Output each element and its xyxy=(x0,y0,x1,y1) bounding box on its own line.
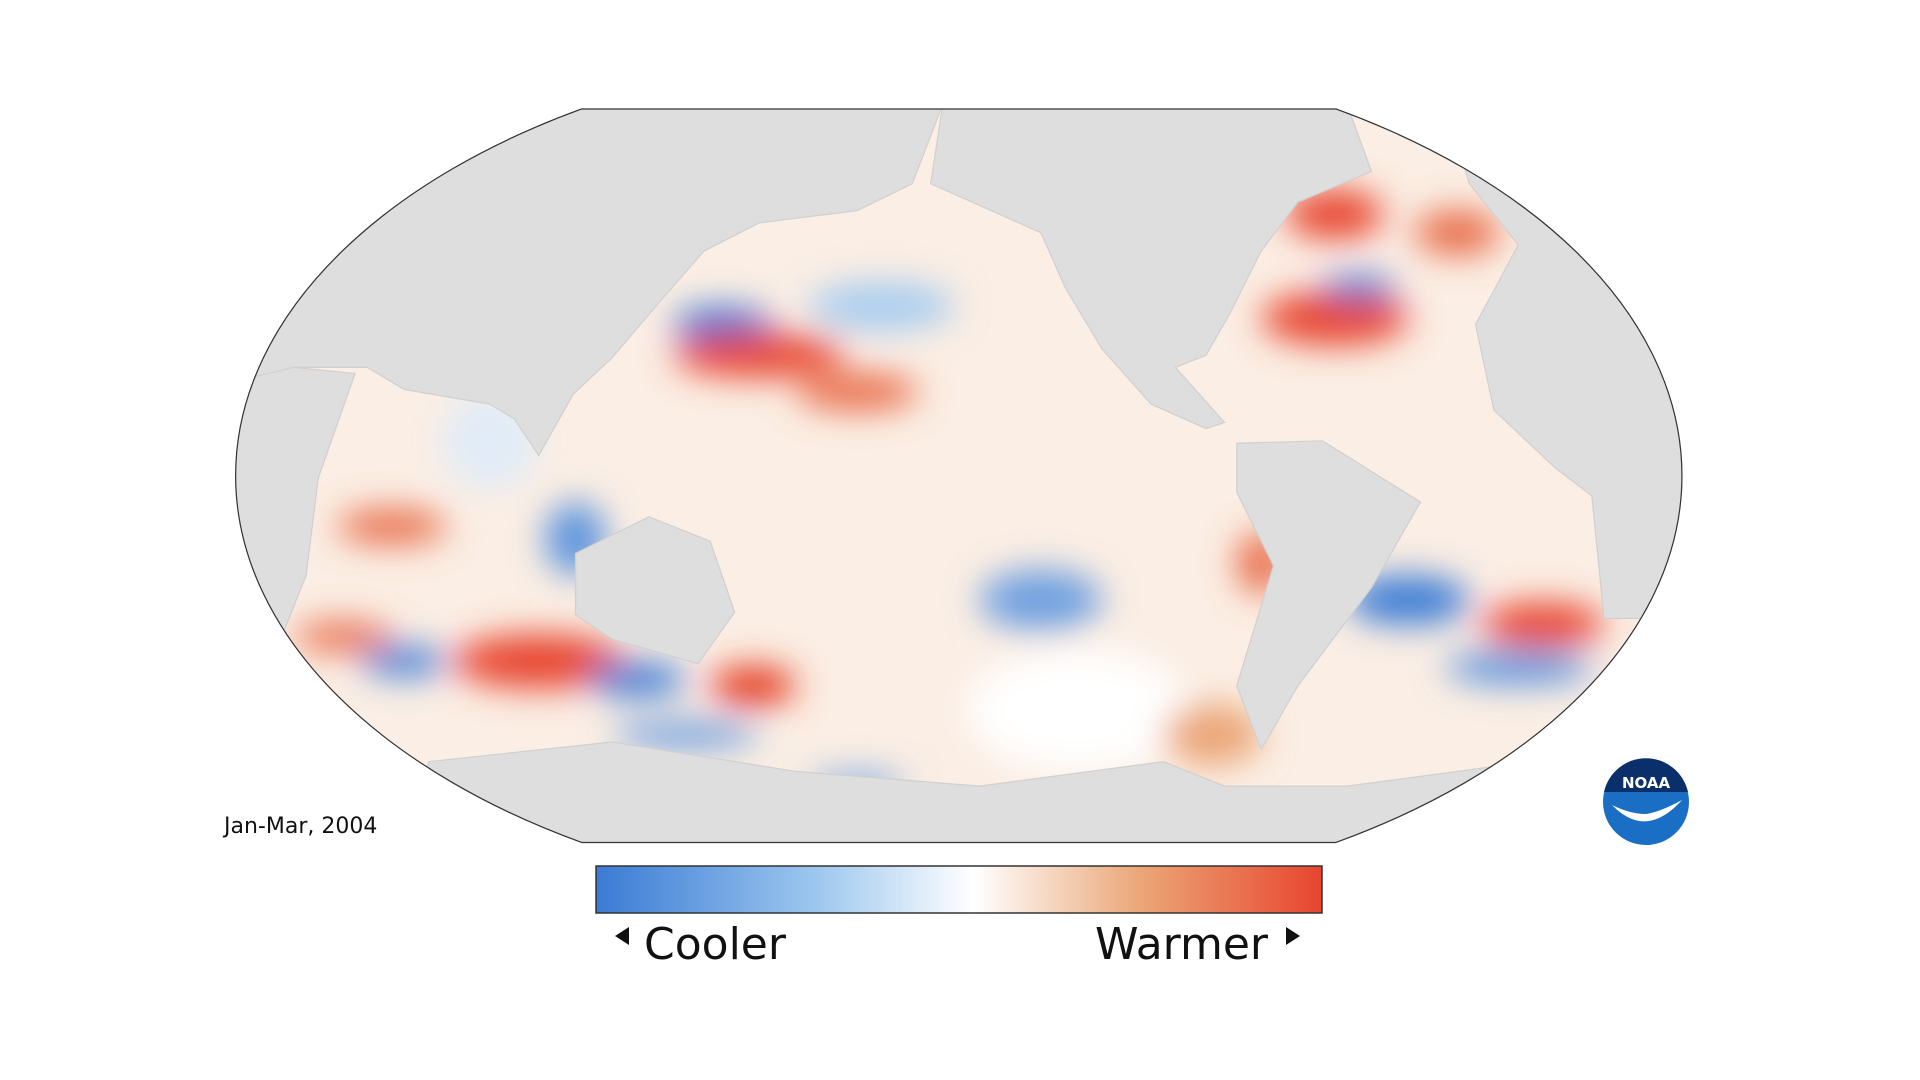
logo-text: NOAA xyxy=(1622,774,1671,792)
legend-high: Warmer xyxy=(1095,919,1269,970)
map-outline xyxy=(235,108,1683,844)
logo-bird xyxy=(1612,800,1682,822)
anomaly-field xyxy=(293,189,1605,794)
legend-low: Cooler xyxy=(644,919,787,970)
map xyxy=(235,108,1683,844)
date-label: Jan-Mar, 2004 xyxy=(222,814,377,839)
color-scale xyxy=(595,865,1323,914)
arrow-left xyxy=(615,927,629,945)
logo-top xyxy=(1604,758,1688,792)
noaa-logo: NOAA xyxy=(1603,758,1689,845)
arrow-right xyxy=(1286,927,1300,945)
